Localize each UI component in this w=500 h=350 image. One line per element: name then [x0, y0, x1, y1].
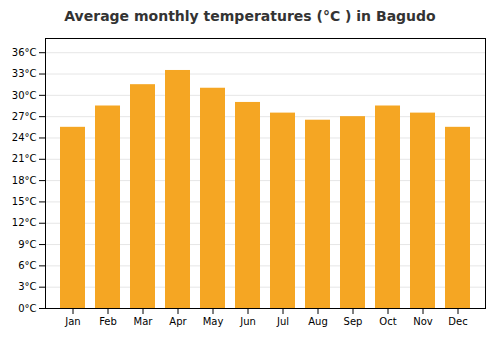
svg-text:Feb: Feb — [99, 316, 117, 327]
html-text:Average monthly temperatures (: Average monthly temperatures (°C ) in Ba… — [64, 8, 436, 24]
svg-text:21°C: 21°C — [12, 153, 37, 164]
svg-text:Nov: Nov — [413, 316, 433, 327]
svg-text:12°C: 12°C — [12, 217, 37, 228]
svg-text:May: May — [203, 316, 224, 327]
svg-text:Aug: Aug — [308, 316, 328, 327]
svg-text:3°C: 3°C — [18, 281, 36, 292]
svg-text:9°C: 9°C — [18, 239, 36, 250]
svg-text:6°C: 6°C — [18, 260, 36, 271]
svg-text:36°C: 36°C — [12, 47, 37, 58]
svg-text:18°C: 18°C — [12, 175, 37, 186]
svg-text:27°C: 27°C — [12, 111, 37, 122]
svg-text:Mar: Mar — [134, 316, 154, 327]
svg-text:15°C: 15°C — [12, 196, 37, 207]
svg-text:Apr: Apr — [169, 316, 187, 327]
svg-text:0°C: 0°C — [18, 303, 36, 314]
svg-text:Jul: Jul — [276, 316, 289, 327]
svg-text:33°C: 33°C — [12, 68, 37, 79]
svg-text:24°C: 24°C — [12, 132, 37, 143]
svg-text:Sep: Sep — [344, 316, 363, 327]
svg-text:30°C: 30°C — [12, 90, 37, 101]
svg-text:Jan: Jan — [64, 316, 80, 327]
svg-text:Oct: Oct — [379, 316, 396, 327]
svg-text:Jun: Jun — [239, 316, 256, 327]
svg-text:Dec: Dec — [448, 316, 467, 327]
